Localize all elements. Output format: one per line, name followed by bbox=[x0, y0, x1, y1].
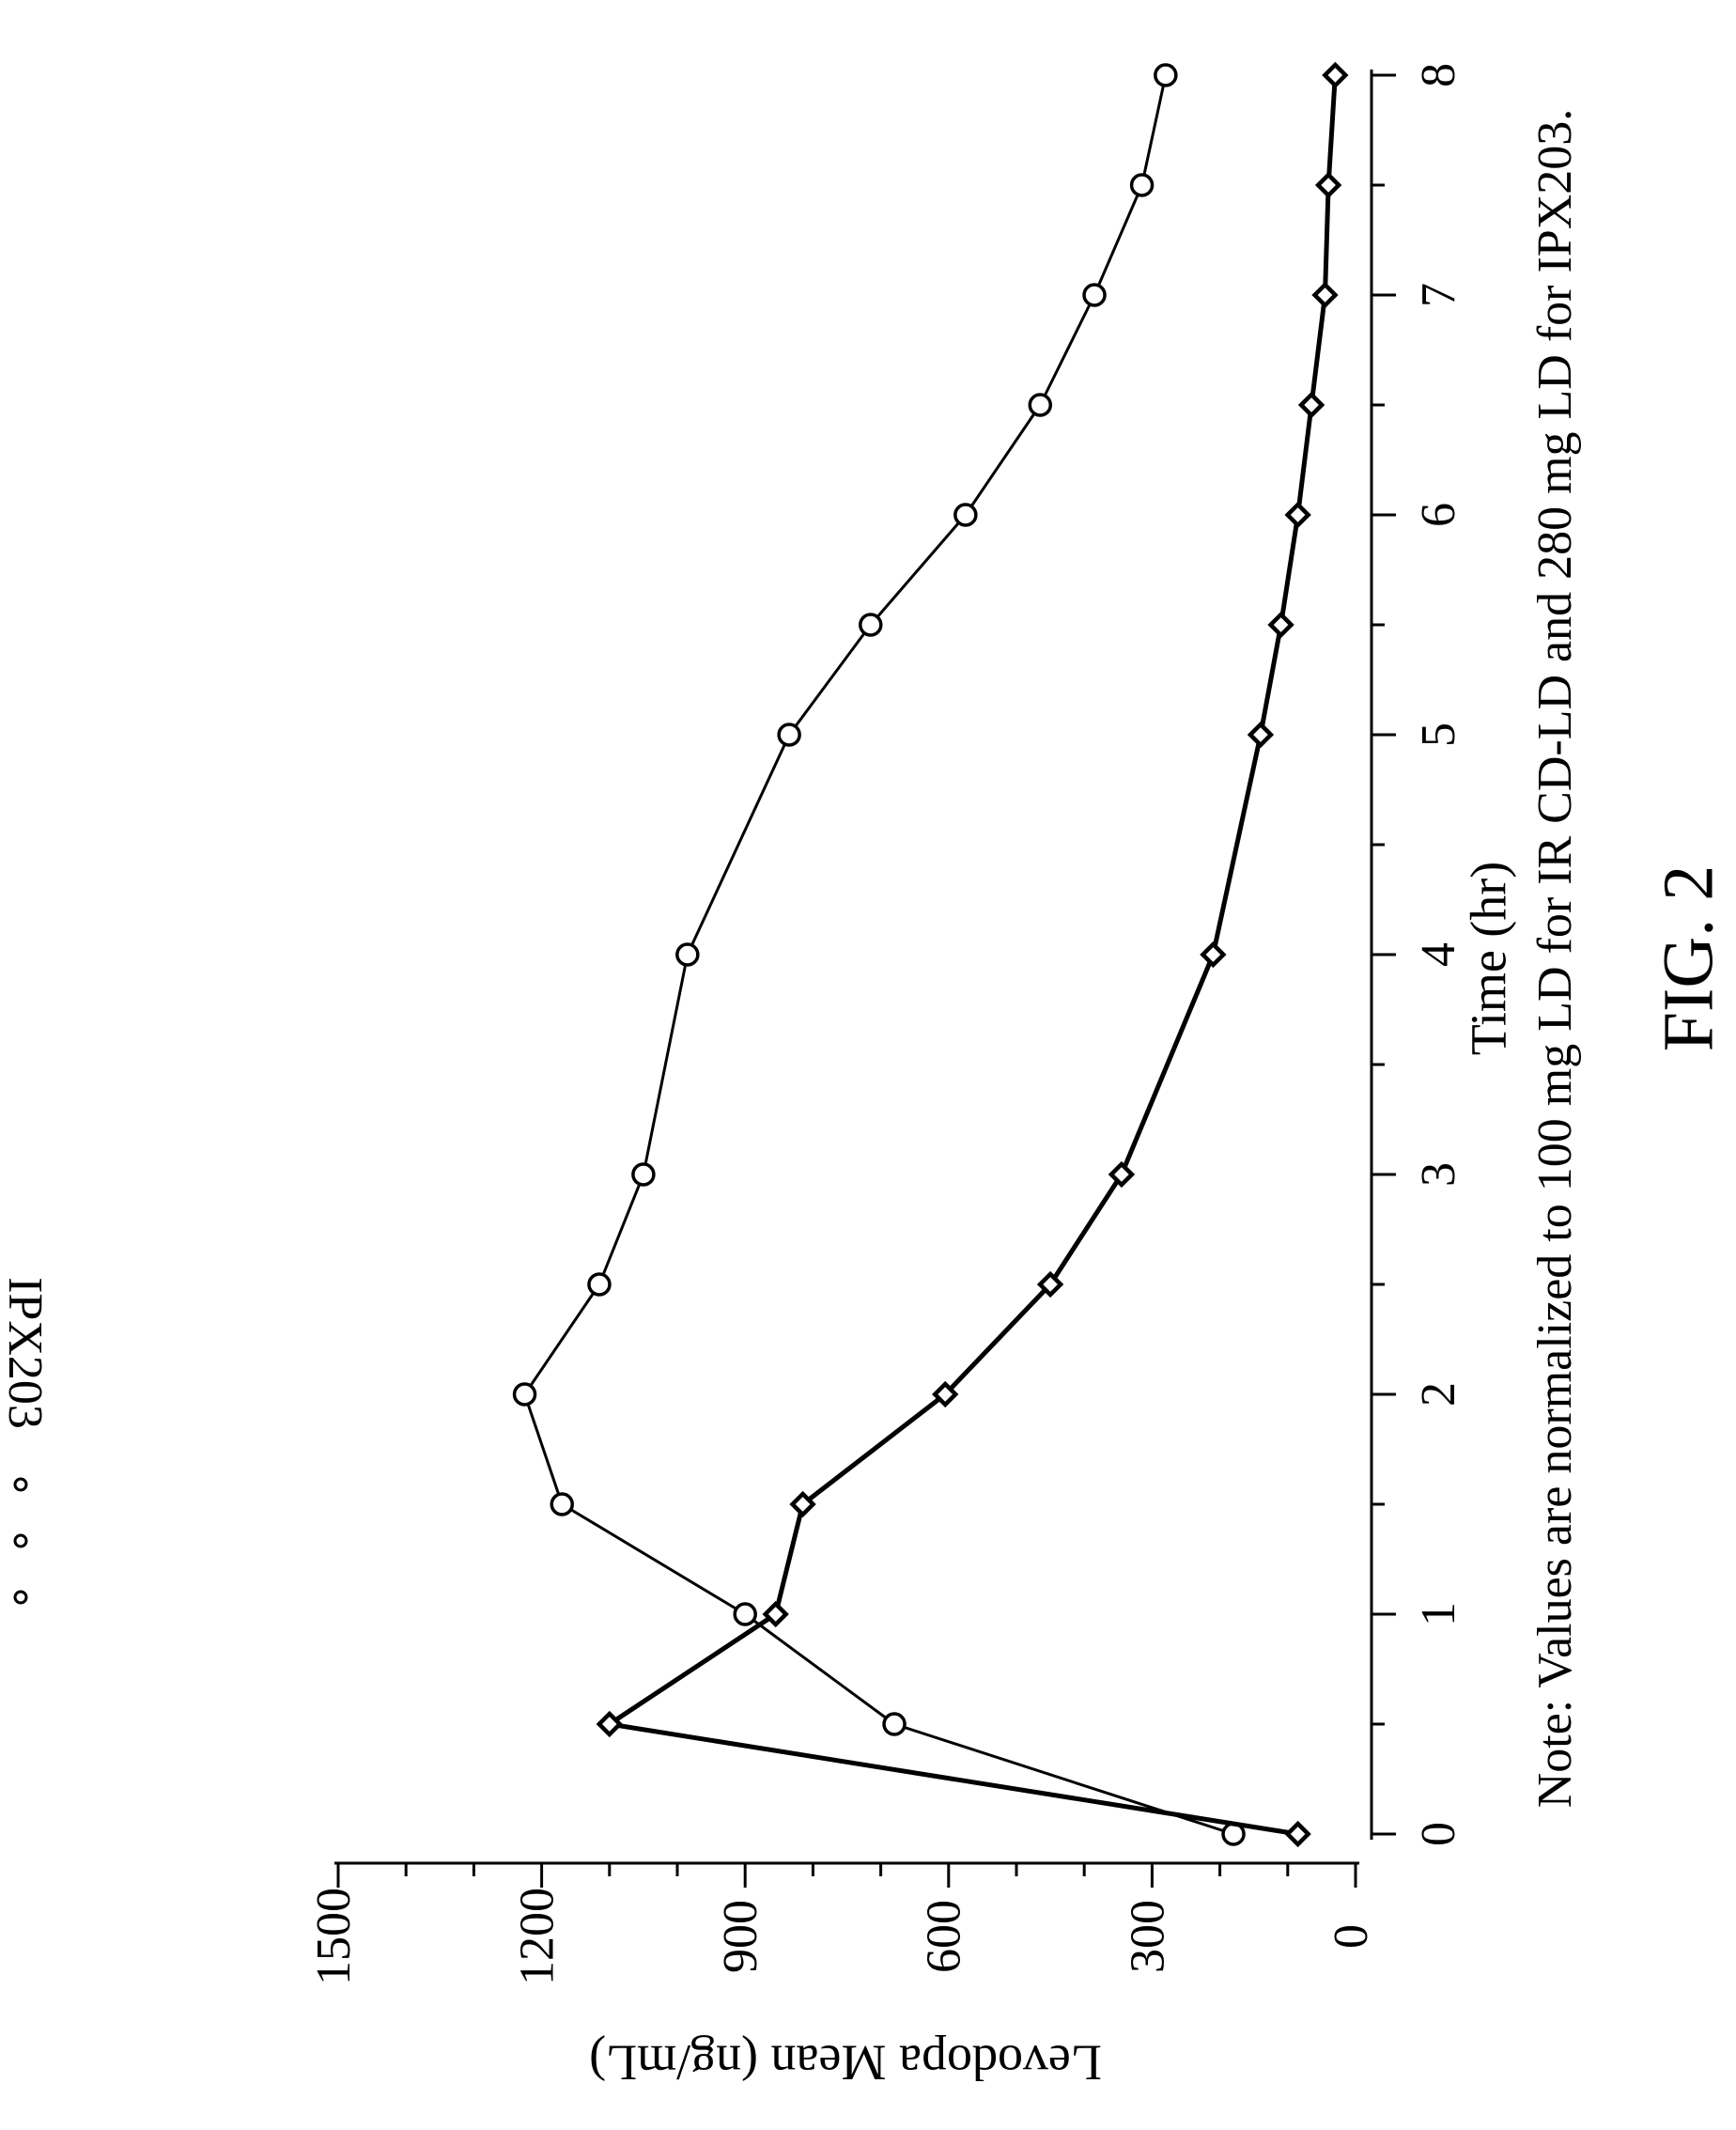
data-point-diamond bbox=[1200, 941, 1227, 969]
data-point-diamond bbox=[1322, 61, 1349, 89]
y-axis-title-text: Levodopa Mean (ng/mL) bbox=[589, 2035, 1102, 2091]
x-tick-label: 1 bbox=[1412, 1602, 1465, 1626]
data-point-diamond bbox=[932, 1380, 959, 1408]
data-point-diamond bbox=[1311, 281, 1339, 309]
data-point-diamond bbox=[1297, 391, 1325, 419]
data-point-circle bbox=[631, 1162, 656, 1187]
data-point-diamond bbox=[1036, 1270, 1064, 1298]
normalization-note: Note: Values are normalized to 100 mg LD… bbox=[1528, 109, 1582, 1809]
data-point-circle bbox=[675, 942, 700, 967]
data-point-circle bbox=[953, 503, 978, 527]
figure-label-text: FIG. 2 bbox=[1649, 865, 1728, 1051]
data-point-diamond bbox=[1267, 611, 1294, 639]
y-tick-label: 0 bbox=[1325, 1924, 1378, 1949]
data-point-diamond bbox=[1284, 501, 1311, 529]
x-tick-label: 0 bbox=[1412, 1822, 1465, 1846]
data-point-circle bbox=[1028, 393, 1053, 417]
data-point-circle bbox=[1129, 173, 1155, 197]
normalization-note-text: Note: Values are normalized to 100 mg LD… bbox=[1528, 109, 1582, 1809]
legend-circle-marker bbox=[13, 1477, 28, 1492]
data-point-diamond bbox=[789, 1490, 816, 1518]
x-tick-label: 6 bbox=[1412, 503, 1465, 527]
x-axis-title-text: Time (hr) bbox=[1460, 862, 1516, 1056]
data-point-circle bbox=[1082, 283, 1107, 307]
x-tick-label: 4 bbox=[1412, 942, 1465, 967]
data-point-diamond bbox=[1247, 721, 1275, 749]
data-point-circle bbox=[733, 1602, 757, 1626]
x-axis-title: Time (hr) bbox=[1460, 862, 1516, 1056]
x-tick-label: 7 bbox=[1412, 283, 1465, 307]
plot-area: 0 1 2 3 4 5 6 7 8 0 300 600 900 1200 1500 bbox=[307, 61, 1465, 1985]
data-point-circle bbox=[550, 1492, 575, 1516]
x-tick-label: 8 bbox=[1412, 63, 1465, 87]
legend-circle-marker bbox=[13, 1533, 28, 1548]
y-axis-title: Levodopa Mean (ng/mL) bbox=[589, 2035, 1102, 2091]
data-point-circle bbox=[777, 723, 801, 747]
data-point-circle bbox=[1154, 63, 1178, 87]
data-point-diamond bbox=[1314, 171, 1342, 199]
data-point-diamond bbox=[596, 1710, 623, 1738]
x-tick-label: 3 bbox=[1412, 1162, 1465, 1187]
y-tick-label: 300 bbox=[1121, 1900, 1174, 1973]
data-point-diamond bbox=[1284, 1820, 1311, 1848]
legend-series-name: IPX203 bbox=[0, 1277, 52, 1429]
data-point-circle bbox=[512, 1382, 537, 1407]
data-point-diamond bbox=[762, 1600, 789, 1628]
x-tick-label: 5 bbox=[1412, 723, 1465, 747]
legend-fragment: IPX203 bbox=[0, 1277, 52, 1605]
data-point-circle bbox=[882, 1712, 907, 1736]
y-tick-label: 1500 bbox=[307, 1888, 361, 1985]
y-tick-label: 1200 bbox=[511, 1888, 565, 1985]
series-line-1 bbox=[523, 74, 1234, 1836]
y-tick-label: 900 bbox=[714, 1900, 767, 1973]
y-tick-label: 600 bbox=[918, 1900, 971, 1973]
figure-label: FIG. 2 bbox=[1649, 865, 1728, 1051]
data-point-circle bbox=[587, 1272, 612, 1297]
x-tick-label: 2 bbox=[1412, 1382, 1465, 1407]
data-point-circle bbox=[859, 613, 883, 637]
legend-circle-marker bbox=[13, 1590, 28, 1605]
data-point-diamond bbox=[1108, 1160, 1136, 1189]
